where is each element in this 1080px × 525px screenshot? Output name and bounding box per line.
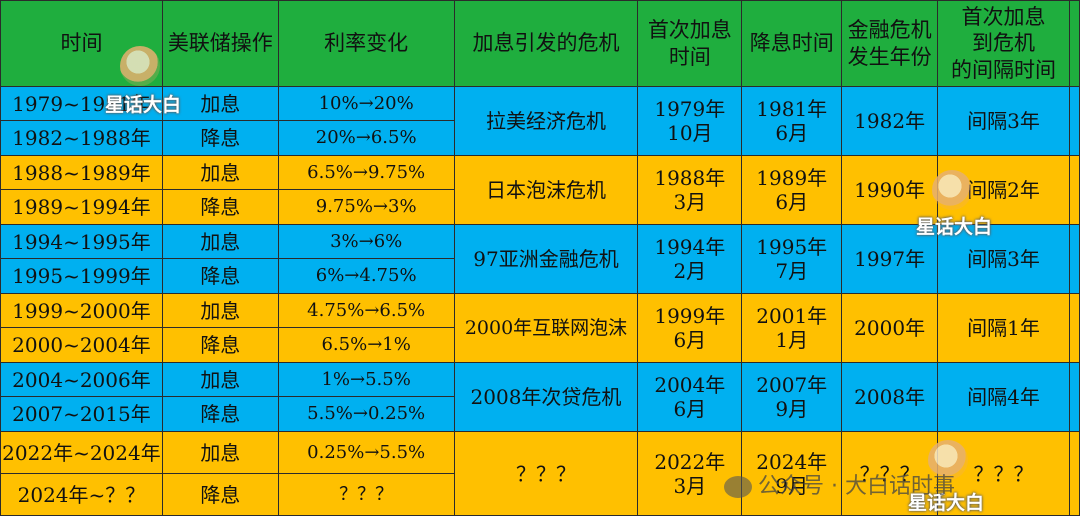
time-cell: 1988~1989年 bbox=[0, 155, 163, 190]
time-cell: 1982~1988年 bbox=[0, 120, 163, 156]
table-row: 1979~1981年 加息 10%→20% 拉美经济危机 1979年 10月 19… bbox=[0, 86, 1080, 156]
time-cell: 2024年~？？ bbox=[0, 473, 163, 516]
operation-cell: 加息 bbox=[161, 362, 279, 397]
crisis-cell: 2008年次贷危机 bbox=[453, 362, 639, 432]
operation-cell: 加息 bbox=[161, 224, 279, 259]
rate-cell: 20%→6.5% bbox=[277, 120, 455, 156]
wechat-icon bbox=[724, 476, 752, 498]
table-row: 1989~1994年 降息 9.75%→3% bbox=[0, 189, 1080, 225]
cut-time-cell: 2007年 9月 bbox=[741, 362, 843, 432]
extra-cell bbox=[1068, 86, 1080, 156]
operation-cell: 降息 bbox=[161, 473, 279, 516]
table-row: 1982~1988年 降息 20%→6.5% bbox=[0, 120, 1080, 156]
table-row: 2004~2006年 加息 1%→5.5% 2008年次贷危机 2004年 6月 … bbox=[0, 362, 1080, 432]
cut-time-cell: 2024年 9月 bbox=[741, 431, 843, 516]
header-cut-time: 降息时间 bbox=[741, 0, 843, 87]
header-crisis: 加息引发的危机 bbox=[453, 0, 639, 87]
crisis-year-cell: 2000年 bbox=[841, 293, 939, 363]
rate-cell: 0.25%→5.5% bbox=[277, 431, 455, 474]
header-rate-change: 利率变化 bbox=[277, 0, 455, 87]
crisis-year-cell: 1997年 bbox=[841, 224, 939, 294]
time-cell: 1979~1981年 bbox=[0, 86, 163, 121]
time-cell: 2007~2015年 bbox=[0, 396, 163, 432]
header-first-hike: 首次加息 时间 bbox=[637, 0, 743, 87]
cut-time-cell: 2001年 1月 bbox=[741, 293, 843, 363]
cut-time-cell: 1981年 6月 bbox=[741, 86, 843, 156]
cut-time-cell: 1989年 6月 bbox=[741, 155, 843, 225]
table-row: 2000~2004年 降息 6.5%→1% bbox=[0, 327, 1080, 363]
first-hike-cell: 1999年 6月 bbox=[637, 293, 743, 363]
time-cell: 1989~1994年 bbox=[0, 189, 163, 225]
interval-cell: 间隔3年 bbox=[937, 224, 1070, 294]
interval-cell: 间隔1年 bbox=[937, 293, 1070, 363]
crisis-year-cell: 1990年 bbox=[841, 155, 939, 225]
rate-cell: ？？？ bbox=[277, 473, 455, 516]
operation-cell: 降息 bbox=[161, 189, 279, 225]
interval-cell: 间隔4年 bbox=[937, 362, 1070, 432]
watermark-brand: 星话大白 bbox=[105, 94, 182, 116]
header-row: 时间 美联储操作 利率变化 加息引发的危机 首次加息 时间 降息时间 金融危机 发生… bbox=[0, 0, 1080, 87]
extra-cell bbox=[1068, 155, 1080, 225]
rate-cell: 6%→4.75% bbox=[277, 258, 455, 294]
crisis-cell: 2000年互联网泡沫 bbox=[453, 293, 639, 363]
table-row: 2022年~2024年 加息 0.25%→5.5% ？？？ 2022年 3月 20… bbox=[0, 431, 1080, 516]
crisis-cell: 拉美经济危机 bbox=[453, 86, 639, 156]
watermark-logo-icon bbox=[120, 46, 160, 86]
first-hike-cell: 2004年 6月 bbox=[637, 362, 743, 432]
interval-cell: 间隔3年 bbox=[937, 86, 1070, 156]
extra-cell bbox=[1068, 224, 1080, 294]
rate-cell: 6.5%→1% bbox=[277, 327, 455, 363]
table-row: 1988~1989年 加息 6.5%→9.75% 日本泡沫危机 1988年 3月 … bbox=[0, 155, 1080, 225]
rate-cell: 5.5%→0.25% bbox=[277, 396, 455, 432]
crisis-cell: 97亚洲金融危机 bbox=[453, 224, 639, 294]
rate-cell: 10%→20% bbox=[277, 86, 455, 121]
first-hike-cell: 2022年 3月 bbox=[637, 431, 743, 516]
time-cell: 2022年~2024年 bbox=[0, 431, 163, 474]
time-cell: 1994~1995年 bbox=[0, 224, 163, 259]
table-row: 2024年~？？ 降息 ？？？ bbox=[0, 473, 1080, 516]
watermark-logo-icon bbox=[928, 440, 968, 480]
rate-cell: 3%→6% bbox=[277, 224, 455, 259]
cut-time-cell: 1995年 7月 bbox=[741, 224, 843, 294]
crisis-year-cell: 2008年 bbox=[841, 362, 939, 432]
rate-cell: 9.75%→3% bbox=[277, 189, 455, 225]
header-crisis-year: 金融危机 发生年份 bbox=[841, 0, 939, 87]
wechat-watermark: 公众号 · 大白话时事 bbox=[724, 468, 955, 500]
header-extra-col bbox=[1068, 0, 1080, 87]
time-cell: 2004~2006年 bbox=[0, 362, 163, 397]
extra-cell bbox=[1068, 362, 1080, 432]
crisis-cell: 日本泡沫危机 bbox=[453, 155, 639, 225]
operation-cell: 降息 bbox=[161, 258, 279, 294]
operation-cell: 加息 bbox=[161, 155, 279, 190]
table-row: 1994~1995年 加息 3%→6% 97亚洲金融危机 1994年 2月 199… bbox=[0, 224, 1080, 294]
operation-cell: 降息 bbox=[161, 120, 279, 156]
watermark-brand: 星话大白 bbox=[908, 492, 985, 514]
rate-cell: 4.75%→6.5% bbox=[277, 293, 455, 328]
operation-cell: 加息 bbox=[161, 431, 279, 474]
watermark-logo-icon bbox=[932, 170, 972, 210]
time-cell: 2000~2004年 bbox=[0, 327, 163, 363]
time-cell: 1999~2000年 bbox=[0, 293, 163, 328]
time-cell: 1995~1999年 bbox=[0, 258, 163, 294]
rate-cell: 1%→5.5% bbox=[277, 362, 455, 397]
first-hike-cell: 1994年 2月 bbox=[637, 224, 743, 294]
extra-cell bbox=[1068, 431, 1080, 516]
header-operation: 美联储操作 bbox=[161, 0, 279, 87]
extra-cell bbox=[1068, 293, 1080, 363]
first-hike-cell: 1979年 10月 bbox=[637, 86, 743, 156]
rate-cell: 6.5%→9.75% bbox=[277, 155, 455, 190]
watermark-brand: 星话大白 bbox=[916, 216, 993, 238]
table-row: 1999~2000年 加息 4.75%→6.5% 2000年互联网泡沫 1999… bbox=[0, 293, 1080, 363]
header-time: 时间 bbox=[0, 0, 163, 87]
operation-cell: 加息 bbox=[161, 293, 279, 328]
crisis-year-cell: ？？？ bbox=[841, 431, 939, 516]
operation-cell: 降息 bbox=[161, 327, 279, 363]
first-hike-cell: 1988年 3月 bbox=[637, 155, 743, 225]
operation-cell: 降息 bbox=[161, 396, 279, 432]
header-interval: 首次加息 到危机 的间隔时间 bbox=[937, 0, 1070, 87]
crisis-cell: ？？？ bbox=[453, 431, 639, 516]
crisis-year-cell: 1982年 bbox=[841, 86, 939, 156]
